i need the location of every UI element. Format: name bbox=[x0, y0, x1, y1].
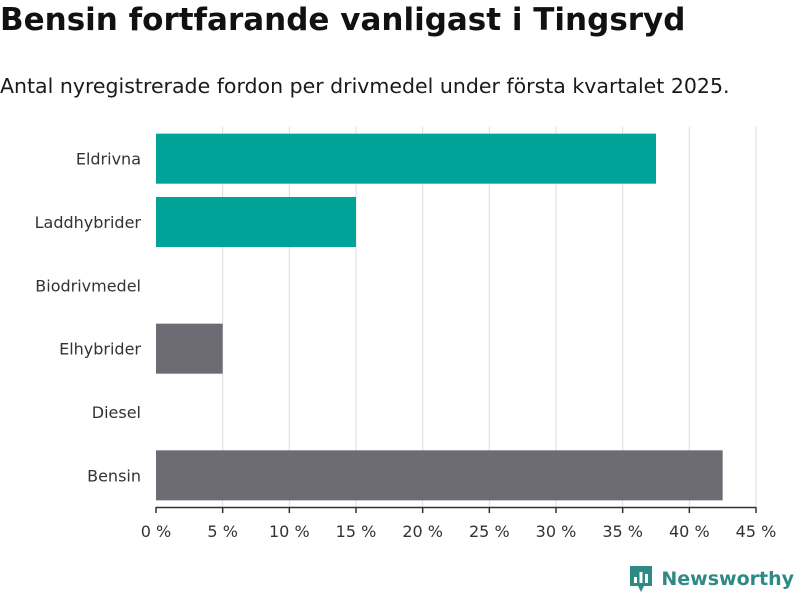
x-tick-label: 20 % bbox=[402, 522, 443, 541]
category-label: Laddhybrider bbox=[35, 213, 142, 232]
bar bbox=[156, 133, 656, 184]
category-label: Biodrivmedel bbox=[35, 276, 141, 295]
x-tick-label: 35 % bbox=[602, 522, 643, 541]
bar bbox=[156, 196, 356, 248]
category-label: Bensin bbox=[87, 466, 141, 485]
x-tick-label: 10 % bbox=[269, 522, 310, 541]
chart-title: Bensin fortfarande vanligast i Tingsryd bbox=[0, 2, 686, 38]
newsworthy-logo: Newsworthy bbox=[628, 564, 794, 594]
x-tick-label: 5 % bbox=[207, 522, 237, 541]
bar bbox=[156, 323, 223, 374]
x-tick-label: 25 % bbox=[469, 522, 510, 541]
x-tick-label: 15 % bbox=[336, 522, 377, 541]
category-label: Elhybrider bbox=[59, 340, 141, 359]
x-tick-label: 40 % bbox=[669, 522, 710, 541]
bar-layer bbox=[156, 133, 723, 501]
grid-layer bbox=[222, 127, 757, 507]
bar-chart-logo-icon bbox=[630, 566, 653, 592]
axis-layer: Eldrivna Laddhybrider Biodrivmedel Elhybrid… bbox=[35, 150, 777, 541]
bar bbox=[156, 450, 723, 501]
category-label: Diesel bbox=[92, 403, 141, 422]
x-tick-label: 45 % bbox=[736, 522, 777, 541]
x-tick-label: 30 % bbox=[536, 522, 577, 541]
x-tick-label: 0 % bbox=[141, 522, 171, 541]
brand-name: Newsworthy bbox=[661, 568, 794, 590]
chart-subtitle: Antal nyregistrerade fordon per drivmede… bbox=[0, 74, 730, 98]
category-label: Eldrivna bbox=[76, 150, 141, 169]
